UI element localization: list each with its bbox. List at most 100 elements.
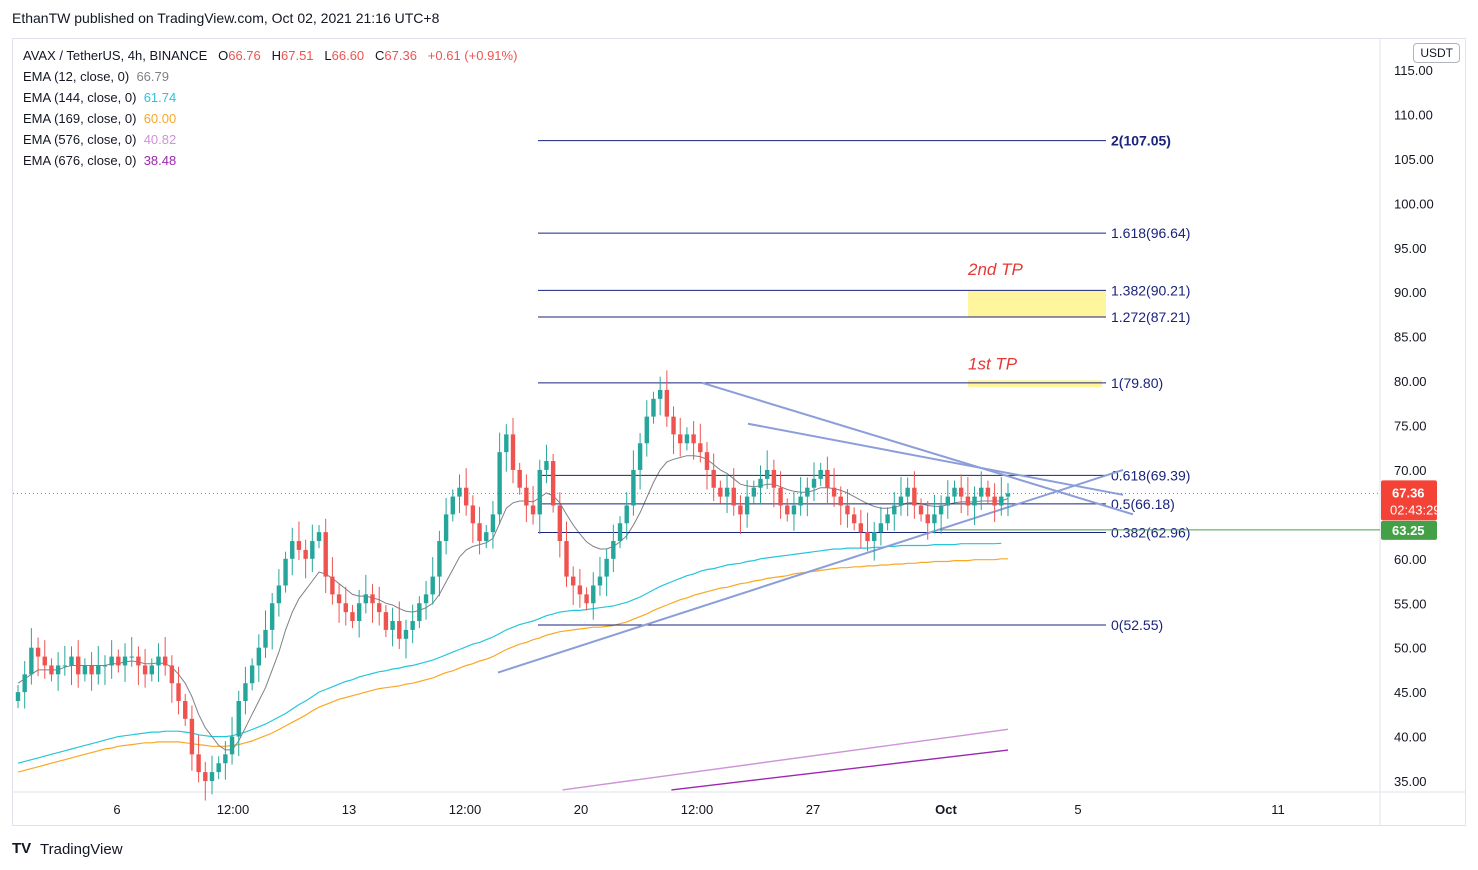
candle-body[interactable]	[136, 656, 141, 666]
candle-body[interactable]	[684, 434, 690, 444]
candle-body[interactable]	[76, 656, 81, 675]
candle-body[interactable]	[831, 487, 837, 497]
candle-body[interactable]	[350, 612, 355, 622]
candle-body[interactable]	[938, 505, 944, 515]
candle-body[interactable]	[450, 496, 455, 515]
candle-body[interactable]	[96, 665, 101, 675]
candle-body[interactable]	[470, 505, 476, 524]
candle-body[interactable]	[530, 505, 536, 515]
candle-body[interactable]	[584, 594, 589, 604]
candle-body[interactable]	[851, 514, 857, 524]
candle-body[interactable]	[925, 514, 930, 524]
candle-body[interactable]	[457, 487, 462, 497]
candle-body[interactable]	[905, 487, 910, 497]
candle-body[interactable]	[892, 505, 897, 515]
candle-body[interactable]	[885, 514, 890, 524]
candle-body[interactable]	[744, 496, 750, 515]
candle-body[interactable]	[356, 603, 362, 622]
candle-body[interactable]	[1005, 493, 1011, 497]
candle-body[interactable]	[42, 656, 47, 666]
candle-body[interactable]	[290, 541, 295, 559]
candle-body[interactable]	[537, 469, 542, 515]
ascending-trendline[interactable]	[497, 468, 1124, 674]
candle-body[interactable]	[403, 629, 409, 639]
candle-body[interactable]	[316, 532, 322, 542]
candle-body[interactable]	[825, 469, 830, 488]
indicator-row[interactable]: EMA (576, close, 0) 40.82	[23, 129, 517, 150]
candle-body[interactable]	[269, 603, 275, 630]
candle-body[interactable]	[564, 541, 569, 577]
candle-body[interactable]	[196, 754, 201, 773]
candle-body[interactable]	[29, 647, 34, 675]
candle-body[interactable]	[477, 523, 482, 542]
candle-body[interactable]	[149, 665, 154, 675]
candle-body[interactable]	[544, 461, 549, 470]
candle-body[interactable]	[390, 621, 395, 630]
candle-body[interactable]	[791, 505, 797, 515]
candle-body[interactable]	[504, 434, 509, 453]
candle-body[interactable]	[49, 665, 54, 675]
candle-body[interactable]	[691, 434, 696, 444]
candle-body[interactable]	[704, 452, 710, 470]
descending-trendline-2[interactable]	[747, 422, 1124, 496]
candle-body[interactable]	[604, 558, 609, 577]
candle-body[interactable]	[336, 594, 342, 604]
indicator-row[interactable]: EMA (676, close, 0) 38.48	[23, 150, 517, 171]
candle-body[interactable]	[162, 656, 168, 666]
candle-body[interactable]	[323, 532, 328, 577]
candle-body[interactable]	[276, 585, 282, 604]
candle-body[interactable]	[550, 461, 556, 506]
tp1-zone[interactable]	[968, 380, 1102, 388]
candle-body[interactable]	[711, 469, 716, 488]
candle-body[interactable]	[343, 603, 348, 613]
candle-body[interactable]	[979, 487, 984, 497]
candle-body[interactable]	[283, 558, 288, 586]
candle-body[interactable]	[845, 505, 850, 515]
candle-body[interactable]	[484, 532, 489, 542]
tradingview-brand[interactable]: TradingView	[40, 841, 123, 858]
indicator-row[interactable]: EMA (144, close, 0) 61.74	[23, 87, 517, 108]
candle-body[interactable]	[671, 416, 676, 435]
candle-body[interactable]	[764, 469, 770, 479]
candle-body[interactable]	[15, 692, 21, 702]
candle-body[interactable]	[805, 487, 810, 497]
candle-body[interactable]	[698, 443, 703, 453]
candle-body[interactable]	[644, 416, 649, 444]
candle-body[interactable]	[383, 612, 389, 630]
candle-body[interactable]	[617, 523, 623, 542]
candle-body[interactable]	[611, 541, 616, 559]
candle-body[interactable]	[999, 496, 1004, 506]
candle-body[interactable]	[751, 487, 757, 497]
candle-body[interactable]	[785, 505, 790, 515]
candle-body[interactable]	[89, 665, 94, 675]
symbol-label[interactable]: AVAX / TetherUS, 4h, BINANCE	[23, 48, 208, 63]
candle-body[interactable]	[637, 443, 643, 470]
candle-body[interactable]	[129, 656, 134, 658]
candle-body[interactable]	[718, 487, 723, 497]
descending-trendline[interactable]	[701, 381, 1134, 516]
candle-body[interactable]	[156, 656, 161, 666]
candle-body[interactable]	[102, 665, 108, 667]
candle-body[interactable]	[370, 594, 375, 604]
candle-body[interactable]	[818, 469, 823, 479]
candle-body[interactable]	[624, 505, 629, 524]
candle-body[interactable]	[363, 594, 369, 604]
candle-body[interactable]	[865, 532, 870, 542]
candle-body[interactable]	[236, 701, 241, 737]
candle-body[interactable]	[62, 665, 68, 667]
candle-body[interactable]	[443, 514, 449, 542]
candle-body[interactable]	[724, 487, 730, 497]
candle-body[interactable]	[310, 541, 315, 559]
candle-body[interactable]	[517, 469, 522, 488]
candle-body[interactable]	[430, 576, 435, 595]
candle-body[interactable]	[771, 469, 777, 488]
candle-body[interactable]	[597, 576, 603, 586]
candle-body[interactable]	[985, 487, 991, 497]
candle-body[interactable]	[176, 683, 181, 702]
candle-body[interactable]	[296, 541, 302, 550]
candle-body[interactable]	[183, 701, 188, 719]
candle-body[interactable]	[878, 523, 884, 533]
candle-body[interactable]	[263, 629, 268, 648]
candle-body[interactable]	[55, 665, 61, 675]
tradingview-logo-icon[interactable]: TV	[12, 840, 32, 857]
